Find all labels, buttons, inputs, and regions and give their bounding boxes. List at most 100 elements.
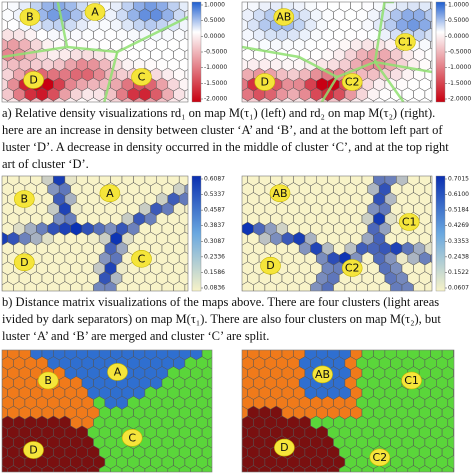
cluster-marker: [23, 71, 44, 89]
hex-cell: [430, 214, 432, 224]
cluster-marker: [131, 249, 152, 268]
colorbar-label: 0.0836: [204, 285, 225, 292]
cluster-label: A: [114, 365, 122, 378]
hex-cell: [207, 396, 212, 409]
colorbar-label: 0.3837: [204, 222, 225, 229]
colorbar-label: 0.6087: [204, 176, 225, 183]
cluster-marker: [395, 33, 416, 51]
som-map: AB C1 D C2 1.0000 0.5000 0.0000 -0.5000 -1.0000 -…: [241, 1, 471, 103]
caption-line: a) Relative density visualizations rd₁ o…: [2, 106, 435, 120]
cluster-label: B: [44, 374, 52, 387]
hex-cell: [430, 194, 432, 204]
hex-cell: [207, 357, 212, 370]
cluster-marker: [341, 73, 363, 91]
hex-cell: [184, 49, 188, 61]
caption-line: ivided by dark separators) on map M(τ₁).…: [2, 312, 441, 326]
som-map: B A D C: [1, 349, 213, 473]
hex-cell: [430, 40, 432, 50]
hex-cell: [178, 97, 188, 102]
caption-line: art of cluster ‘D’.: [2, 157, 89, 171]
hex-cell: [184, 29, 188, 41]
cluster-label: C2: [345, 262, 360, 275]
cluster-label: B: [21, 193, 29, 206]
hex-grid: [242, 176, 432, 291]
cluster-marker: [369, 448, 391, 467]
colorbar-label: -1.0000: [204, 64, 227, 71]
colorbar-label: 0.1522: [448, 269, 469, 276]
colorbar-label: -1.5000: [448, 80, 471, 87]
colorbar-label: -0.5000: [448, 49, 471, 56]
cluster-label: D: [266, 259, 274, 272]
cluster-label: C2: [372, 451, 387, 464]
colorbar-label: 0.3353: [448, 238, 469, 245]
cluster-marker: [401, 371, 422, 390]
colorbar-label: 0.5337: [204, 191, 225, 198]
som-map: B A D C 0.6087 0.5337 0.4587 0.3837 0.3087 0.2336…: [1, 175, 225, 292]
hex-grid: [2, 176, 188, 291]
cluster-label: D: [29, 74, 37, 87]
cluster-label: B: [26, 11, 34, 24]
hex-cell: [430, 273, 432, 283]
cluster-label: D: [20, 256, 28, 269]
map-border: [1, 175, 189, 292]
cluster-boundary: [373, 2, 394, 63]
colorbar-label: 0.5184: [448, 207, 469, 214]
colorbar-label: -1.5000: [204, 80, 227, 87]
map-border: [241, 349, 455, 473]
hex-cell: [453, 389, 454, 397]
colorbar-label: -0.5000: [204, 49, 227, 56]
cluster-marker: [107, 363, 128, 381]
cluster-boundary: [103, 51, 119, 102]
colorbar-label: 0.0000: [204, 33, 225, 40]
hex-cell: [184, 282, 188, 291]
hex-cell: [184, 203, 188, 215]
cluster-marker: [84, 3, 106, 21]
cluster-marker: [19, 8, 41, 26]
colorbar-label: 0.5000: [448, 17, 469, 24]
cluster-marker: [14, 190, 35, 208]
cluster-boundary: [373, 61, 405, 102]
hex-grid: [2, 2, 188, 102]
colorbar-label: 0.6100: [448, 191, 469, 198]
hex-cell: [207, 436, 212, 449]
cluster-label: C: [128, 431, 136, 444]
hex-cell: [430, 234, 432, 244]
colorbar-label: 0.2438: [448, 253, 469, 260]
cluster-marker: [121, 429, 143, 447]
colorbar-label: 0.5000: [204, 17, 225, 24]
colorbar-label: 0.4269: [448, 222, 469, 229]
colorbar-label: 0.4587: [204, 207, 225, 214]
cluster-boundary: [242, 45, 339, 102]
hex-cell: [453, 350, 454, 358]
map-border: [241, 1, 433, 103]
hex-cell: [430, 60, 432, 70]
cluster-marker: [254, 73, 276, 91]
som-map: AB C1 D C2 0.7015 0.6100 0.5184 0.4269 0.3353 0.2…: [241, 175, 469, 292]
cluster-marker: [260, 256, 281, 275]
hex-cell: [207, 456, 212, 469]
map-border: [1, 349, 213, 473]
map-border: [241, 175, 433, 292]
cluster-marker: [269, 184, 291, 203]
hex-cell: [430, 20, 432, 30]
hex-cell: [184, 69, 188, 80]
cluster-label: D: [280, 441, 288, 454]
caption-line: b) Distance matrix visualizations of the…: [2, 295, 439, 309]
colorbar-label: 0.0607: [448, 285, 469, 292]
cluster-marker: [273, 8, 295, 26]
hex-cell: [184, 243, 188, 254]
colorbar-label: -1.0000: [448, 64, 471, 71]
colorbar-label: 1.0000: [448, 2, 469, 9]
cluster-label: C1: [402, 216, 417, 229]
hex-cell: [453, 408, 454, 417]
colorbar-label: -2.0000: [448, 96, 471, 103]
hex-cell: [424, 281, 432, 291]
hex-cell: [430, 254, 432, 263]
cluster-label: C: [138, 71, 146, 84]
colorbar: [191, 1, 202, 103]
colorbar-label: 1.0000: [204, 2, 225, 9]
cluster-label: AB: [272, 187, 287, 200]
hex-cell: [453, 428, 454, 437]
hex-cell: [430, 99, 432, 102]
hex-cell: [430, 2, 432, 10]
